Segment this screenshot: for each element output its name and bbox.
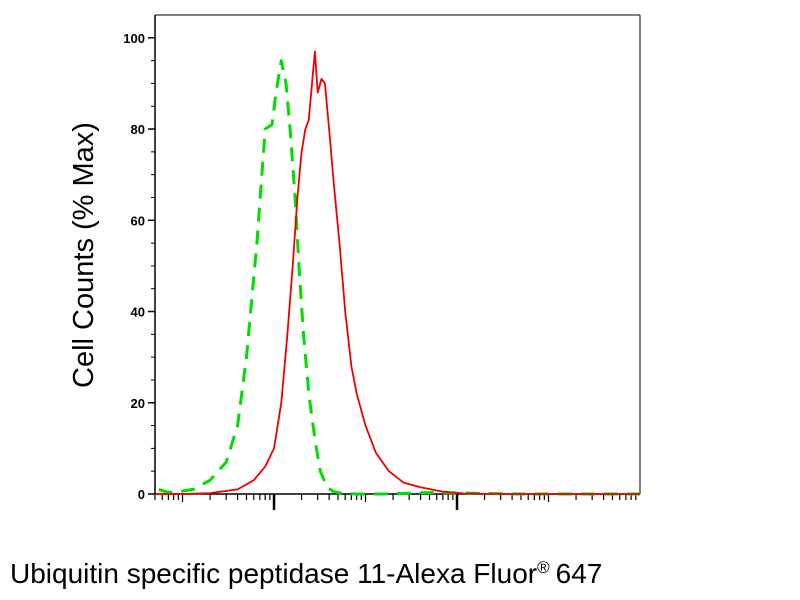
x-axis-label-main: Ubiquitin specific peptidase 11-Alexa Fl… bbox=[10, 558, 537, 589]
series-lines bbox=[155, 50, 640, 496]
y-tick-label: 100 bbox=[123, 31, 145, 46]
y-tick-label: 20 bbox=[131, 396, 145, 411]
y-axis-label: Cell Counts (% Max) bbox=[68, 122, 100, 388]
axis-ticks: 0 20 40 60 80 100 bbox=[123, 31, 637, 510]
axes bbox=[154, 14, 641, 495]
y-tick-label: 0 bbox=[138, 487, 145, 502]
x-axis-label-suffix: 647 bbox=[556, 558, 603, 589]
y-tick-label: 80 bbox=[131, 122, 145, 137]
y-tick-label: 60 bbox=[131, 213, 145, 228]
x-axis-label: Ubiquitin specific peptidase 11-Alexa Fl… bbox=[10, 558, 602, 589]
registered-mark: ® bbox=[537, 558, 550, 577]
y-tick-label: 40 bbox=[131, 305, 145, 320]
control-histogram-line bbox=[158, 59, 640, 496]
sample-histogram-line bbox=[155, 50, 640, 495]
